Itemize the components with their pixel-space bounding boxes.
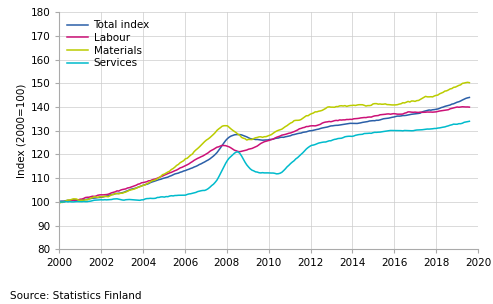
Total index xyxy=(169,174,175,178)
Line: Services: Services xyxy=(59,121,469,202)
Materials xyxy=(466,81,472,85)
Services xyxy=(75,200,81,203)
Services xyxy=(384,129,390,133)
Materials xyxy=(212,131,218,134)
Materials xyxy=(74,197,80,201)
Line: Labour: Labour xyxy=(59,107,469,202)
Text: Source: Statistics Finland: Source: Statistics Finland xyxy=(10,291,141,301)
Labour xyxy=(459,105,465,109)
Labour xyxy=(169,171,175,174)
Services xyxy=(289,160,295,164)
Line: Total index: Total index xyxy=(59,98,469,202)
Total index xyxy=(212,153,218,156)
Labour xyxy=(403,111,409,115)
Labour xyxy=(74,199,80,202)
Materials xyxy=(56,202,62,205)
Services xyxy=(56,200,62,203)
Line: Materials: Materials xyxy=(59,82,469,203)
Services xyxy=(58,200,64,204)
Materials xyxy=(287,121,293,125)
Labour xyxy=(466,105,472,109)
Materials xyxy=(169,168,175,171)
Labour xyxy=(382,112,388,116)
Total index xyxy=(466,96,472,99)
Total index xyxy=(74,198,80,202)
Services xyxy=(170,194,176,198)
Services xyxy=(214,178,220,182)
Labour xyxy=(56,200,62,204)
Total index xyxy=(403,113,409,117)
Materials xyxy=(382,102,388,106)
Total index xyxy=(287,134,293,137)
Services xyxy=(466,119,472,123)
Services xyxy=(405,129,411,132)
Materials xyxy=(403,100,409,104)
Total index xyxy=(56,200,62,203)
Materials xyxy=(465,81,471,84)
Total index xyxy=(382,117,388,120)
Y-axis label: Index (2000=100): Index (2000=100) xyxy=(16,84,26,178)
Labour xyxy=(287,131,293,135)
Legend: Total index, Labour, Materials, Services: Total index, Labour, Materials, Services xyxy=(65,17,153,71)
Labour xyxy=(212,147,218,150)
